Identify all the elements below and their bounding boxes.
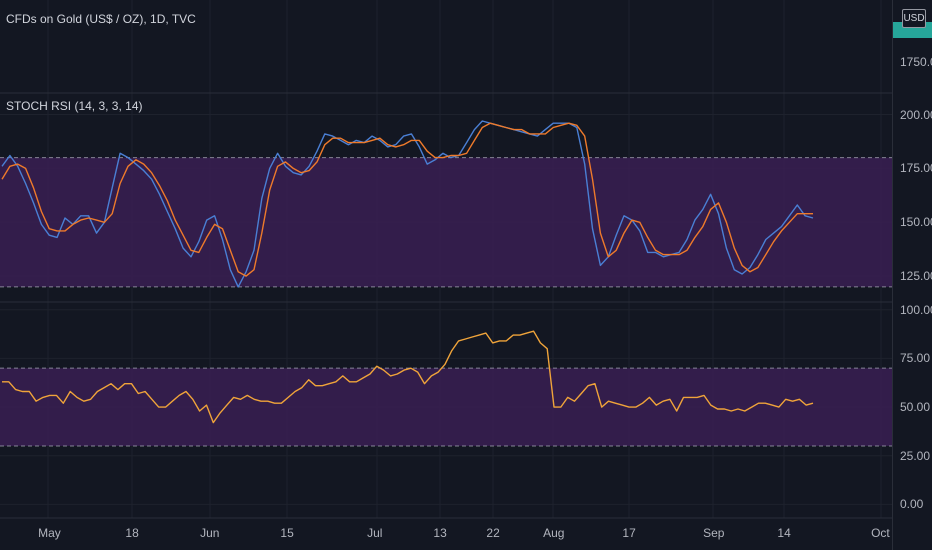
price-tick: 1750.00 <box>900 55 932 69</box>
x-tick-label: 15 <box>280 526 294 540</box>
band-regions <box>0 157 892 447</box>
y-tick-label: 0.00 <box>900 497 924 512</box>
x-tick-label: Jul <box>367 526 383 540</box>
x-tick-label: Oct <box>871 526 890 540</box>
y-tick-label: 175.00 <box>900 161 932 176</box>
currency-badge[interactable]: USD <box>902 9 926 28</box>
band-fill <box>0 157 892 287</box>
x-tick-label: Aug <box>543 526 565 540</box>
x-tick-label: 13 <box>433 526 447 540</box>
x-tick-label: 22 <box>486 526 500 540</box>
x-tick-label: 18 <box>125 526 139 540</box>
indicator-label[interactable]: STOCH RSI (14, 3, 3, 14) <box>6 99 143 113</box>
series-line-d <box>1 122 813 277</box>
y-tick-label: 200.00 <box>900 107 932 122</box>
x-tick-label: Sep <box>703 526 725 540</box>
y-tick-label: 100.00 <box>900 302 932 317</box>
series-line-rsi <box>2 330 814 424</box>
y-tick-label: 150.00 <box>900 215 932 230</box>
x-tick-label: 17 <box>622 526 636 540</box>
x-tick-label: May <box>38 526 61 540</box>
y-tick-label: 125.00 <box>900 269 932 284</box>
symbol-title[interactable]: CFDs on Gold (US$ / OZ), 1D, TVC <box>6 12 196 26</box>
y-tick-label: 75.00 <box>900 351 931 366</box>
x-tick-label: Jun <box>200 526 220 540</box>
series-lines <box>1 120 814 424</box>
y-tick-label: 25.00 <box>900 448 931 463</box>
series-line-k <box>1 120 814 288</box>
band-fill <box>0 368 892 446</box>
x-tick-label: 14 <box>777 526 791 540</box>
y-tick-label: 50.00 <box>900 400 931 415</box>
